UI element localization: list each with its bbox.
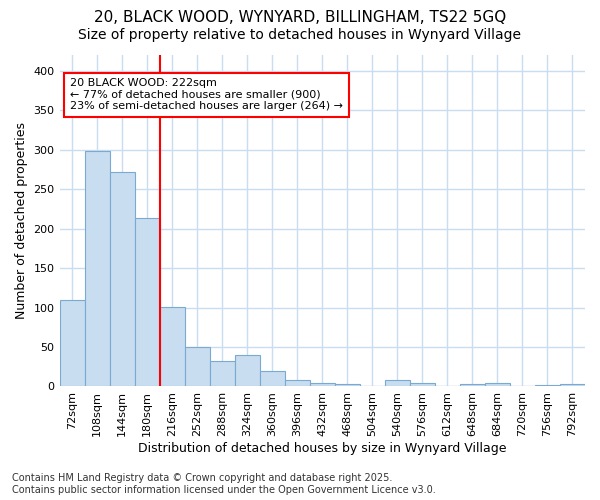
Bar — [85, 152, 110, 386]
Bar — [260, 370, 285, 386]
Bar — [535, 385, 560, 386]
Bar — [560, 384, 585, 386]
Bar — [160, 307, 185, 386]
Text: Contains HM Land Registry data © Crown copyright and database right 2025.
Contai: Contains HM Land Registry data © Crown c… — [12, 474, 436, 495]
Bar — [59, 300, 85, 386]
Y-axis label: Number of detached properties: Number of detached properties — [15, 122, 28, 319]
Bar — [335, 384, 360, 386]
Bar — [310, 382, 335, 386]
Bar — [110, 172, 134, 386]
Text: Size of property relative to detached houses in Wynyard Village: Size of property relative to detached ho… — [79, 28, 521, 42]
Bar — [285, 380, 310, 386]
Bar — [209, 361, 235, 386]
Bar — [410, 384, 435, 386]
Bar — [134, 218, 160, 386]
Text: 20, BLACK WOOD, WYNYARD, BILLINGHAM, TS22 5GQ: 20, BLACK WOOD, WYNYARD, BILLINGHAM, TS2… — [94, 10, 506, 25]
Text: 20 BLACK WOOD: 222sqm
← 77% of detached houses are smaller (900)
23% of semi-det: 20 BLACK WOOD: 222sqm ← 77% of detached … — [70, 78, 343, 112]
X-axis label: Distribution of detached houses by size in Wynyard Village: Distribution of detached houses by size … — [138, 442, 506, 455]
Bar — [185, 347, 209, 387]
Bar — [235, 355, 260, 386]
Bar — [485, 384, 510, 386]
Bar — [460, 384, 485, 386]
Bar — [385, 380, 410, 386]
